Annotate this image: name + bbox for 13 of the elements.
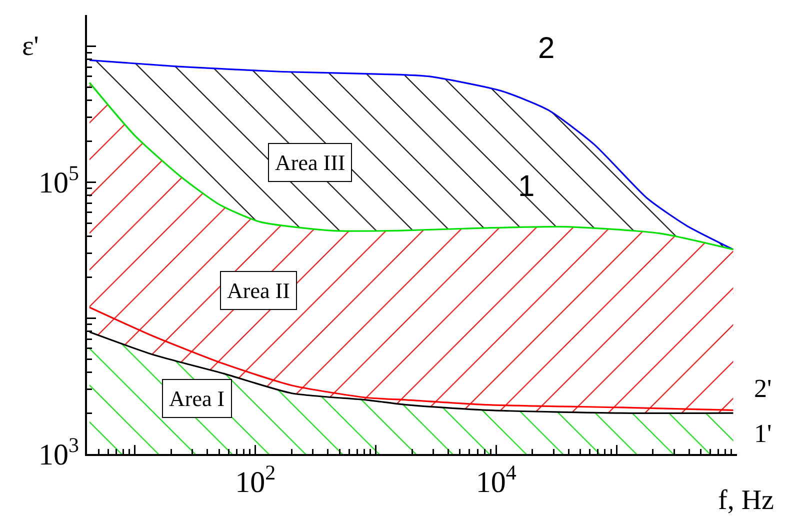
x-axis-title: f, Hz (718, 485, 774, 516)
x-tick-label: 10$^{2}$ (235, 460, 276, 499)
series-label: 1 (518, 170, 535, 203)
series-label: 1' (754, 419, 772, 448)
series-label: 2 (538, 32, 555, 65)
annotation: Area II (227, 278, 290, 303)
y-tick-label: 10$^{5}$ (38, 161, 79, 200)
x-tick-label: 10$^{4}$ (476, 460, 517, 499)
y-tick-label: 10$^{3}$ (38, 432, 79, 472)
annotation: Area I (169, 386, 225, 411)
annotation: Area III (275, 150, 346, 175)
y-axis-title: ε' (22, 31, 39, 62)
series-label: 2' (754, 374, 772, 403)
